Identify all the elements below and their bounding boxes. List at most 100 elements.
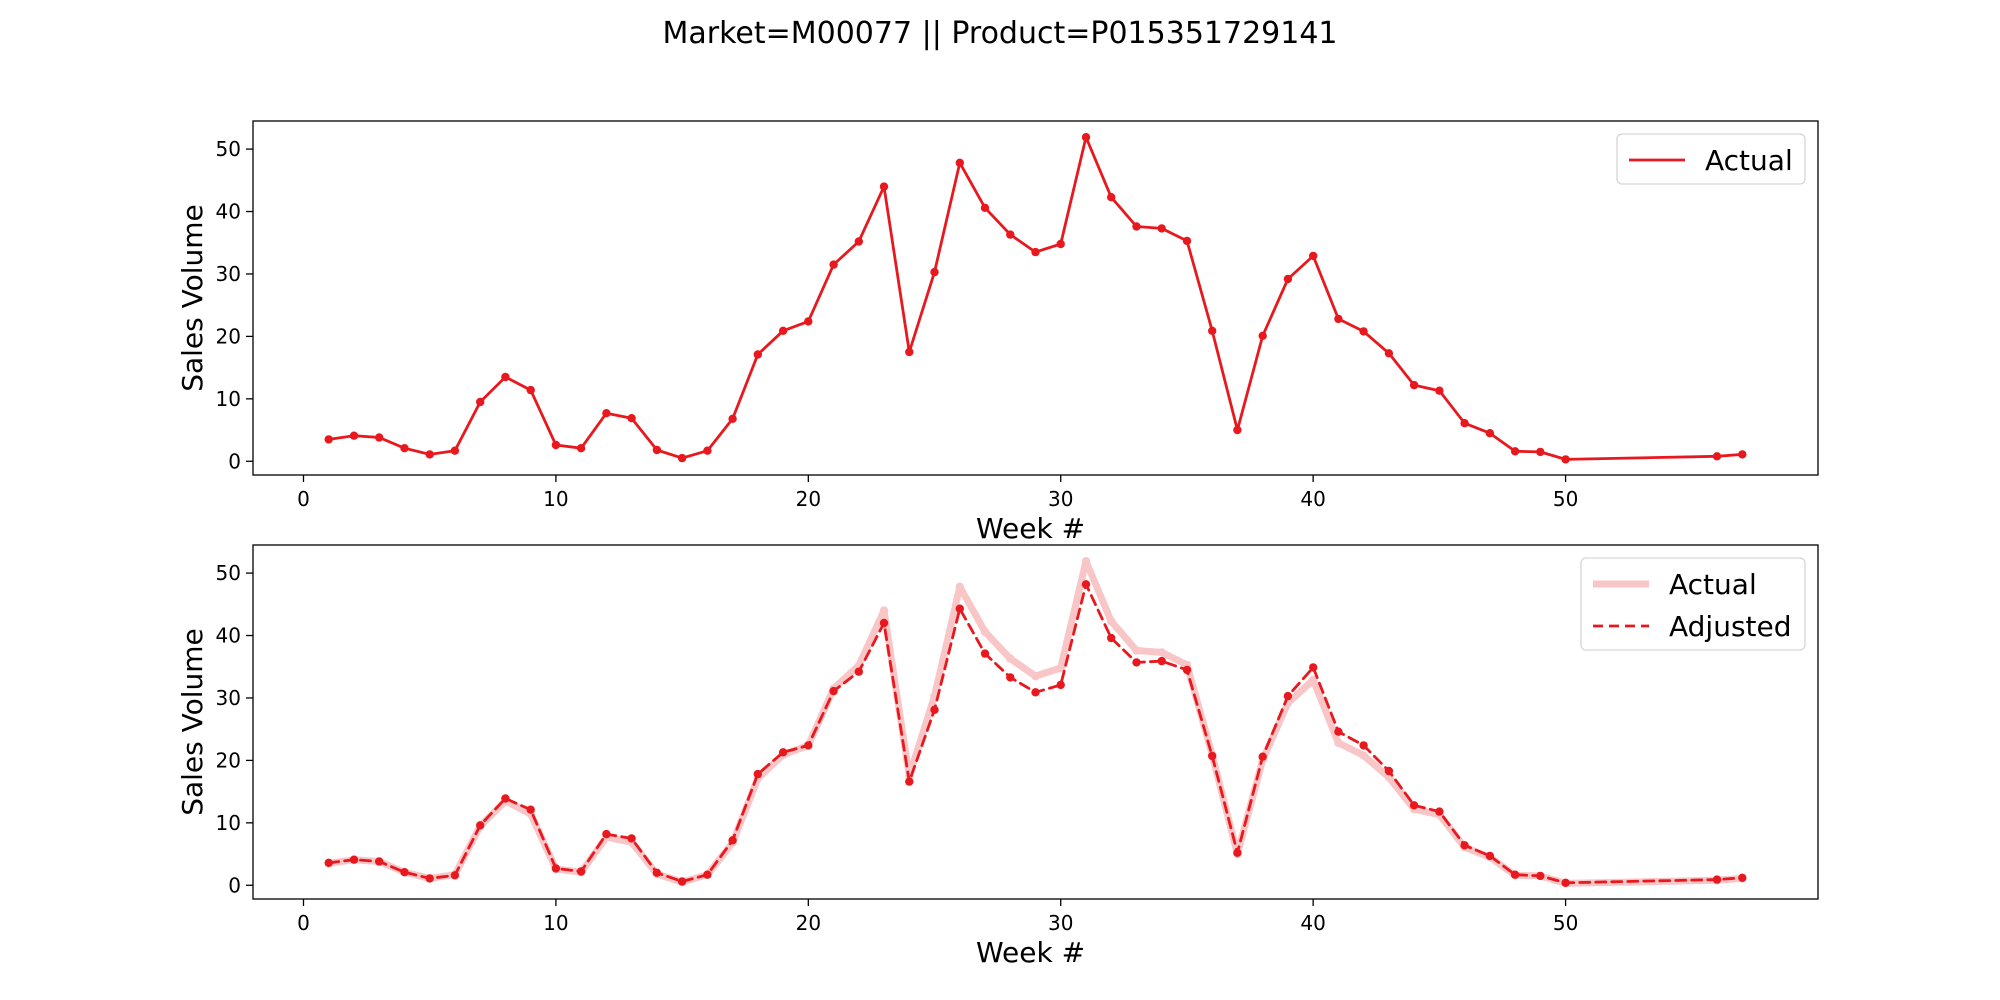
data-point-adjusted (324, 858, 333, 867)
y-tick-label: 40 (216, 624, 241, 648)
data-point-adjusted (677, 877, 687, 886)
data-point-adjusted (1485, 851, 1495, 861)
data-point-adjusted (576, 867, 586, 876)
y-tick-label: 40 (216, 200, 241, 224)
data-point-actual (1132, 222, 1141, 231)
x-axis-label: Week # (976, 512, 1085, 545)
y-tick-label: 50 (216, 137, 241, 161)
data-point-actual (1031, 671, 1040, 681)
data-point-actual (1359, 751, 1368, 760)
y-tick-label: 20 (216, 748, 241, 772)
y-tick-label: 0 (228, 449, 241, 473)
data-point-adjusted (1510, 870, 1520, 879)
data-point-adjusted (425, 874, 434, 883)
data-point-adjusted (1056, 680, 1065, 690)
data-point-actual (450, 446, 460, 455)
data-point-adjusted (854, 667, 863, 676)
y-tick-label: 10 (216, 387, 241, 411)
data-point-actual (576, 444, 586, 453)
data-point-adjusted (879, 618, 889, 628)
data-point-actual (703, 446, 712, 455)
data-point-actual (1157, 224, 1166, 233)
bottom-chart: 0 10 20 30 40 50 0 10 20 30 40 50 Week # Sales Volume… (176, 544, 1819, 969)
x-tick-label: 30 (1048, 487, 1073, 511)
data-point-adjusted (829, 686, 838, 696)
data-point-actual (1107, 193, 1116, 202)
data-point-actual (1132, 646, 1141, 655)
data-point-actual (728, 414, 737, 423)
x-tick-label: 10 (543, 487, 568, 511)
series-line-actual (327, 135, 1744, 461)
data-point-adjusted (1738, 873, 1747, 882)
y-axis-label: Sales Volume (176, 204, 209, 392)
x-tick-label: 50 (1553, 911, 1578, 935)
data-point-adjusted (1157, 656, 1166, 666)
data-point-actual (551, 440, 561, 450)
data-point-actual (677, 453, 687, 463)
data-point-actual (324, 435, 333, 444)
data-point-adjusted (905, 777, 914, 786)
data-point-adjusted (703, 870, 712, 879)
plot-area-frame (252, 544, 1819, 900)
data-point-actual (1334, 314, 1343, 324)
x-tick-label: 0 (297, 911, 310, 935)
figure-title: Market=M00077 || Product=P015351729141 (662, 16, 1337, 51)
data-point-actual (1081, 557, 1091, 566)
data-point-actual (1309, 251, 1318, 261)
data-point-actual (1006, 654, 1015, 663)
y-tick-label: 30 (216, 262, 241, 286)
data-point-adjusted (980, 649, 990, 658)
data-point-adjusted (1081, 580, 1091, 589)
data-point-actual (476, 397, 485, 407)
series-line-adjusted (327, 582, 1744, 885)
data-point-adjusted (1712, 875, 1722, 884)
data-point-adjusted (778, 748, 788, 757)
data-point-adjusted (400, 868, 409, 877)
x-tick-label: 40 (1300, 911, 1325, 935)
data-point-actual (501, 372, 510, 382)
data-point-adjusted (1460, 841, 1469, 850)
data-point-adjusted (1435, 807, 1444, 816)
data-point-adjusted (1233, 848, 1242, 857)
x-tick-label: 40 (1300, 487, 1325, 511)
data-point-actual (425, 450, 434, 459)
y-tick-label: 0 (228, 873, 241, 897)
data-point-actual (1258, 331, 1267, 340)
data-point-actual (1056, 239, 1065, 249)
x-tick-label: 0 (297, 487, 310, 511)
data-point-actual (1233, 425, 1242, 435)
legend-label-adjusted: Adjusted (1669, 610, 1792, 643)
data-point-actual (1712, 452, 1722, 461)
y-axis-label: Sales Volume (176, 628, 209, 816)
data-point-actual (955, 582, 964, 591)
legend-label-actual: Actual (1669, 568, 1757, 601)
data-point-adjusted (955, 604, 964, 613)
data-point-actual (1283, 274, 1293, 284)
data-point-adjusted (1258, 752, 1267, 761)
data-point-actual (1006, 230, 1015, 239)
data-point-actual (1309, 675, 1318, 685)
data-point-adjusted (1409, 801, 1419, 810)
data-point-adjusted (1283, 691, 1293, 701)
data-point-adjusted (804, 741, 813, 750)
data-point-adjusted (526, 805, 535, 814)
data-point-adjusted (551, 864, 561, 873)
data-point-actual (1157, 648, 1166, 657)
data-point-actual (1359, 327, 1368, 336)
data-point-actual (1435, 386, 1444, 395)
data-point-actual (854, 237, 863, 246)
y-tick-label: 50 (216, 561, 241, 585)
data-point-adjusted (476, 821, 485, 830)
data-point-actual (829, 260, 838, 269)
data-point-actual (955, 158, 964, 167)
data-point-actual (602, 409, 611, 418)
data-point-actual (1182, 236, 1192, 246)
data-point-adjusted (627, 834, 636, 843)
data-point-adjusted (1006, 673, 1015, 682)
data-point-adjusted (501, 794, 510, 803)
data-point-actual (930, 267, 939, 277)
data-point-adjusted (349, 855, 359, 864)
data-point-adjusted (1334, 727, 1343, 736)
data-point-actual (804, 317, 813, 326)
